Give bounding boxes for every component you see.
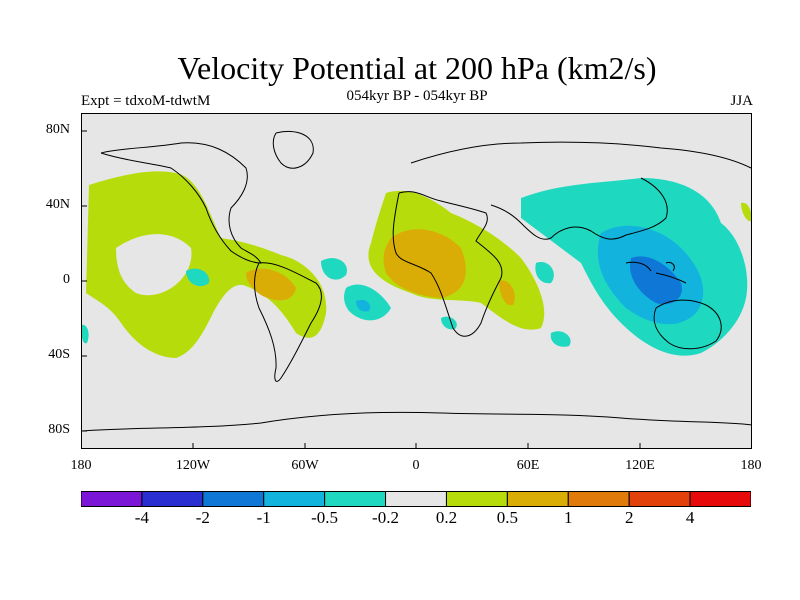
contour-fill-tropical-atlantic-cyan bbox=[321, 258, 347, 280]
colorbar-box bbox=[385, 491, 447, 507]
coastline-north-america bbox=[100, 142, 262, 264]
colorbar-box bbox=[506, 491, 569, 507]
lon-tick-label: 180 bbox=[70, 458, 92, 473]
contour-fill-indian-cyan bbox=[535, 262, 554, 284]
map-subtitle: 054kyr BP - 054kyr BP bbox=[346, 88, 488, 104]
lon-tick-label: 180 bbox=[740, 458, 762, 473]
contour-fill-samerica-orange bbox=[246, 268, 296, 301]
colorbar-label: -1 bbox=[256, 508, 271, 527]
coastline-greenland bbox=[272, 130, 314, 169]
colorbar-box bbox=[263, 491, 326, 507]
contour-fill-pacific-hole bbox=[116, 234, 192, 296]
coastline-australia bbox=[653, 299, 722, 350]
colorbar-box bbox=[445, 491, 508, 507]
season-label: JJA bbox=[730, 93, 753, 109]
lon-tick-label: 0 bbox=[412, 458, 420, 473]
colorbar bbox=[81, 491, 751, 507]
colorbar-box bbox=[567, 491, 630, 507]
lon-tick-label: 120E bbox=[625, 458, 655, 473]
coastline-antarctica bbox=[81, 411, 752, 432]
lon-tick-label: 60W bbox=[291, 458, 319, 473]
lat-tick-label: 80N bbox=[45, 122, 70, 137]
colorbar-box bbox=[324, 491, 387, 507]
colorbar-label: 0.2 bbox=[435, 508, 458, 527]
colorbar-label: 4 bbox=[685, 508, 695, 527]
colorbar-label: -4 bbox=[134, 508, 149, 527]
colorbar-label: 1 bbox=[564, 508, 573, 527]
coastline-south-america bbox=[254, 262, 322, 382]
contour-fill-asia-darkblue bbox=[630, 256, 682, 305]
velocity-potential-map bbox=[81, 113, 752, 449]
lat-tick-label: 80S bbox=[48, 422, 70, 437]
coastline-maritime bbox=[625, 261, 687, 284]
colorbar-box bbox=[141, 491, 204, 507]
contour-fill-pacific bbox=[86, 171, 327, 358]
contour-fill-cyan-small-1 bbox=[186, 268, 210, 287]
contour-fill-east-green bbox=[741, 202, 752, 222]
colorbar-label: -0.5 bbox=[311, 508, 339, 527]
colorbar-box bbox=[81, 491, 143, 507]
map-title: Velocity Potential at 200 hPa (km2/s) bbox=[177, 50, 657, 86]
contour-fill-africa-orange bbox=[383, 229, 466, 298]
colorbar-box bbox=[689, 491, 751, 507]
colorbar-label: 2 bbox=[624, 508, 634, 527]
tick-marks bbox=[81, 130, 641, 449]
colorbar-box bbox=[628, 491, 691, 507]
lon-tick-label: 120W bbox=[175, 458, 211, 473]
experiment-label: Expt = tdxoM-tdwtM bbox=[81, 93, 211, 109]
contour-fill-west-edge-cyan bbox=[81, 324, 89, 344]
contour-fill-atlantic-blue bbox=[356, 299, 371, 312]
lat-tick-label: 0 bbox=[63, 272, 70, 287]
colorbar-label: -2 bbox=[195, 508, 210, 527]
colorbar-label: 0.5 bbox=[496, 508, 519, 527]
coastline-africa bbox=[392, 191, 503, 337]
coastlines bbox=[81, 130, 752, 432]
contour-fill-indian-cyan-3 bbox=[550, 331, 571, 347]
contour-fill-madagascar-orange bbox=[499, 280, 515, 306]
coastline-eurasia bbox=[410, 141, 752, 240]
colorbar-label: -0.2 bbox=[372, 508, 399, 527]
lat-tick-label: 40N bbox=[45, 197, 70, 212]
lat-tick-label: 40S bbox=[48, 347, 70, 362]
colorbar-box bbox=[202, 491, 265, 507]
lon-tick-label: 60E bbox=[516, 458, 540, 473]
shaded-contours bbox=[81, 171, 752, 358]
